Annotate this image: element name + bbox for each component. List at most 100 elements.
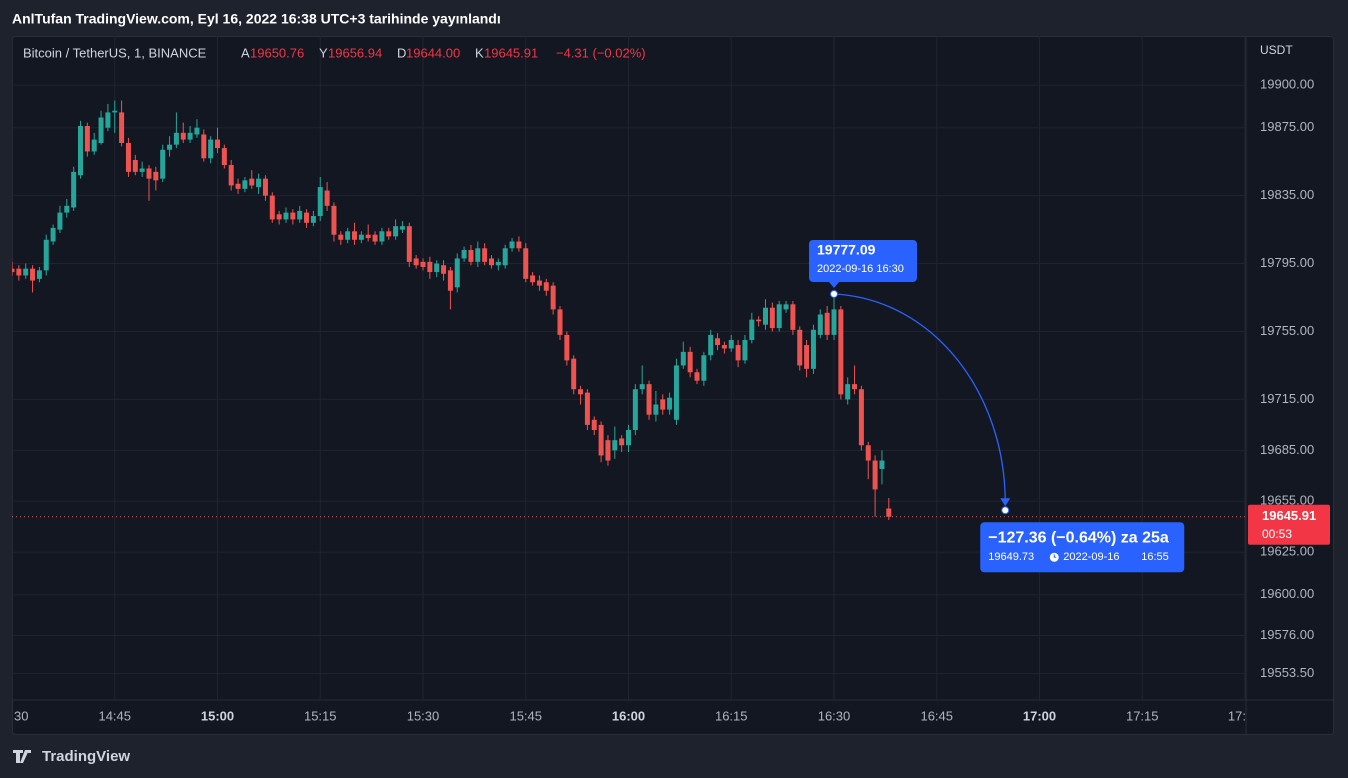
candle-body (242, 180, 248, 189)
ohlc-label: D (397, 45, 406, 60)
candle-body (78, 126, 83, 176)
candle-body (317, 187, 323, 217)
candle-body (797, 329, 803, 366)
candle-body (23, 268, 29, 276)
candle-body (879, 460, 885, 470)
candle-body (865, 445, 871, 461)
measure-start-pointer (829, 281, 839, 288)
y-tick-label: 19900.00 (1260, 77, 1314, 92)
candle-body (16, 268, 22, 276)
candle-body (119, 112, 125, 143)
ohlc-label: A (241, 45, 250, 60)
candle-body (749, 319, 755, 340)
countdown: 00:53 (1262, 527, 1292, 541)
measure-start-box (809, 239, 917, 282)
plot (12, 100, 1246, 520)
ohlc-value: 19656.94 (328, 45, 382, 60)
candle-body (262, 178, 268, 196)
candle-body (489, 258, 494, 266)
candle-body (612, 440, 618, 451)
candle-body (701, 355, 707, 381)
candle-body (530, 275, 536, 283)
measure-start-price: 19777.09 (817, 242, 876, 258)
candle-body (153, 171, 159, 181)
candle-body (543, 282, 549, 291)
candle-body (708, 334, 714, 356)
candle-body (201, 134, 207, 159)
measure-end-time: 16:55 (1141, 551, 1169, 563)
x-tick-label: 15:15 (304, 708, 337, 723)
candle-body (845, 384, 851, 400)
candle-body (187, 132, 193, 140)
y-tick-label: 19875.00 (1260, 119, 1314, 134)
y-tick-label: 19755.00 (1260, 323, 1314, 338)
candle-body (557, 309, 563, 335)
measure-start (830, 289, 838, 298)
measure-start-date: 2022-09-16 16:30 (817, 263, 904, 275)
candle-body (536, 280, 542, 286)
candle-body (331, 205, 337, 235)
measure-end (1001, 506, 1010, 515)
candle-body (886, 508, 892, 517)
y-tick-label: 19835.00 (1260, 187, 1314, 202)
candle-body (852, 384, 858, 390)
candle-body (393, 226, 399, 237)
candle-body (660, 399, 666, 410)
brand-name: TradingView (42, 748, 130, 765)
y-tick-label: 19795.00 (1260, 255, 1314, 270)
candle-body (139, 168, 145, 172)
candle-body (235, 183, 241, 189)
candle-body (509, 241, 515, 249)
x-tick-label: 16:45 (920, 708, 953, 723)
candle-body (838, 309, 844, 395)
candle-body (769, 307, 775, 329)
candle-body (872, 460, 878, 490)
candle-body (468, 249, 474, 262)
candle-body (598, 424, 604, 456)
candle-body (482, 248, 488, 262)
ohlc-value: 19645.91 (484, 45, 538, 60)
candle-body (64, 205, 70, 213)
candle-body (646, 384, 652, 415)
candle-body (249, 178, 255, 186)
candle-body (208, 139, 214, 159)
candle-body (84, 126, 90, 152)
y-tick-label: 19600.00 (1260, 586, 1314, 601)
x-tick-label: 15:45 (509, 708, 542, 723)
candle-body (653, 404, 659, 415)
candle-body (180, 132, 186, 140)
candle-body (550, 285, 556, 310)
x-tick-label: 17: (1228, 708, 1246, 723)
measure-end-date: 2022-09-16 (1063, 551, 1119, 563)
last-price-label: 19645.91 (1262, 508, 1316, 523)
candle-body (132, 159, 138, 172)
candle-body (256, 178, 262, 188)
candle-body (427, 261, 433, 273)
candle-body (831, 309, 837, 335)
candle-body (91, 139, 97, 152)
x-tick-label: 30 (14, 708, 28, 723)
candle-body (571, 358, 577, 390)
candle-body (276, 214, 282, 220)
measure-end-box (980, 522, 1185, 573)
candle-body (434, 263, 440, 273)
x-tick-label: 15:30 (407, 708, 440, 723)
y-tick-label: 19655.00 (1260, 493, 1314, 508)
candle-body (742, 339, 748, 361)
x-tick-label: 17:15 (1126, 708, 1159, 723)
candle-body (386, 231, 392, 237)
y-axis-label: USDT (1260, 43, 1293, 57)
candle-body (441, 265, 447, 274)
candle-body (605, 440, 611, 461)
candle-body (125, 142, 131, 172)
candle-body (304, 212, 310, 223)
candle-body (810, 329, 816, 369)
candle-body (30, 268, 36, 281)
candle-body (406, 226, 412, 262)
symbol: Bitcoin / TetherUS, 1, BINANCE (23, 45, 207, 60)
candle-body (194, 127, 200, 135)
candle-body (763, 307, 768, 325)
candle-body (413, 258, 419, 266)
change: −4.31 (−0.02%) (556, 45, 646, 60)
candle-body (824, 312, 830, 335)
